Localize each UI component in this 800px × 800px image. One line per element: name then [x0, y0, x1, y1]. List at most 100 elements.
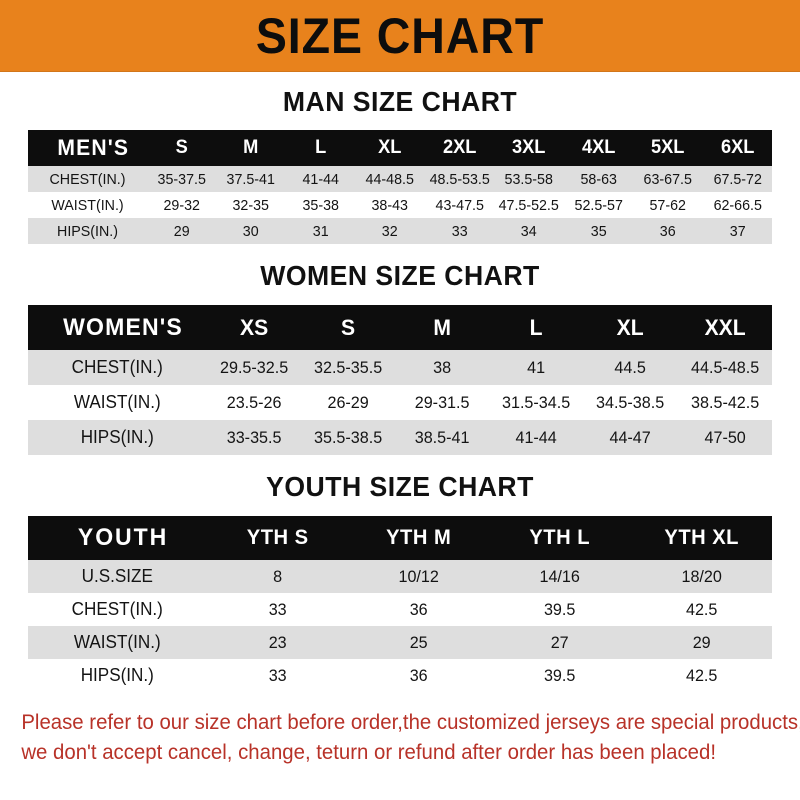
- cell-women-1-3: 31.5-34.5: [502, 392, 571, 412]
- cell-youth-1-0: 33: [268, 599, 287, 619]
- column-header-men-2: L: [315, 137, 327, 158]
- cell-men-2-4: 33: [451, 222, 468, 240]
- cell-youth-3-3: 42.5: [685, 665, 718, 685]
- cell-youth-2-1: 25: [409, 632, 428, 652]
- table-corner-label-men: MEN'S: [57, 135, 130, 160]
- cell-women-0-2: 38: [433, 357, 452, 377]
- cell-youth-2-0: 23: [268, 632, 287, 652]
- table-header-row: MEN'S S M L XL 2XL 3XL 4XL 5XL 6XL: [28, 130, 772, 166]
- column-header-women-5: XXL: [704, 314, 746, 340]
- table-corner-label-youth: YOUTH: [77, 524, 169, 551]
- column-header-men-4: 2XL: [442, 137, 477, 158]
- cell-women-0-5: 44.5-48.5: [690, 357, 759, 377]
- cell-men-1-0: 29-32: [163, 196, 200, 214]
- column-header-men-7: 5XL: [651, 137, 685, 158]
- size-table-women: WOMEN'S XS S M L XL XXL CHEST(IN.) 29.5-32.5 32.…: [28, 305, 772, 455]
- cell-men-0-2: 41-44: [302, 170, 339, 188]
- column-header-youth-2: YTH L: [529, 526, 591, 549]
- column-header-men-0: S: [175, 137, 188, 158]
- cell-men-2-0: 29: [173, 222, 190, 240]
- table-corner-label-women: WOMEN'S: [63, 313, 183, 341]
- table-row: HIPS(IN.) 33 36 39.5 42.5: [28, 659, 772, 692]
- cell-women-2-3: 41-44: [515, 427, 558, 447]
- table-row: WAIST(IN.) 23.5-26 26-29 29-31.5 31.5-34.5 34…: [28, 385, 772, 420]
- cell-men-1-1: 32-35: [232, 196, 270, 214]
- column-header-women-4: XL: [617, 314, 645, 340]
- section-title-man: MAN SIZE CHART: [282, 86, 518, 117]
- cell-men-1-6: 52.5-57: [574, 196, 623, 214]
- cell-youth-2-3: 29: [692, 632, 711, 652]
- column-header-women-3: L: [529, 314, 543, 340]
- cell-men-2-5: 34: [521, 222, 537, 240]
- table-row: U.S.SIZE 8 10/12 14/16 18/20: [28, 560, 772, 593]
- cell-youth-1-3: 42.5: [685, 599, 718, 619]
- row-label-youth-3: HIPS(IN.): [80, 665, 154, 685]
- cell-men-0-1: 37.5-41: [227, 170, 276, 188]
- cell-youth-3-0: 33: [268, 665, 287, 685]
- column-header-youth-1: YTH M: [386, 526, 452, 549]
- cell-men-2-6: 35: [590, 222, 607, 240]
- cell-women-0-1: 32.5-35.5: [313, 357, 383, 377]
- column-header-men-6: 4XL: [581, 137, 616, 158]
- row-label-women-1: WAIST(IN.): [73, 392, 161, 412]
- row-label-men-1: WAIST(IN.): [51, 196, 124, 214]
- cell-men-1-7: 57-62: [649, 196, 687, 214]
- table-head: WOMEN'S XS S M L XL XXL: [28, 305, 772, 350]
- cell-men-0-3: 44-48.5: [365, 170, 415, 188]
- column-header-men-1: M: [243, 137, 259, 158]
- row-label-women-2: HIPS(IN.): [80, 427, 154, 447]
- section-title-youth: YOUTH SIZE CHART: [266, 471, 534, 502]
- table-row: HIPS(IN.) 33-35.5 35.5-38.5 38.5-41 41-44 44-…: [28, 420, 772, 455]
- row-label-men-0: CHEST(IN.): [49, 170, 126, 188]
- table-header-row: WOMEN'S XS S M L XL XXL: [28, 305, 772, 350]
- table-wrap-man: MEN'S S M L XL 2XL 3XL 4XL 5XL 6XL CHEST(IN.) 35-3…: [0, 130, 800, 244]
- cell-men-1-5: 47.5-52.5: [498, 196, 560, 214]
- cell-youth-1-1: 36: [409, 599, 428, 619]
- cell-women-2-5: 47-50: [704, 427, 746, 447]
- table-head: YOUTH YTH S YTH M YTH L YTH XL: [28, 516, 772, 560]
- cell-men-0-6: 58-63: [580, 170, 617, 188]
- section-man: MAN SIZE CHART MEN'S S M L XL 2XL 3XL 4XL 5XL 6XL…: [0, 72, 800, 244]
- cell-youth-3-2: 39.5: [544, 665, 576, 685]
- cell-youth-0-1: 10/12: [398, 566, 439, 586]
- cell-youth-0-3: 18/20: [681, 566, 722, 586]
- column-header-men-3: XL: [378, 137, 402, 158]
- table-row: WAIST(IN.) 29-32 32-35 35-38 38-43 43-47.5 47.…: [28, 192, 772, 218]
- table-wrap-youth: YOUTH YTH S YTH M YTH L YTH XL U.S.SIZE 8 10/1…: [0, 516, 800, 692]
- table-row: WAIST(IN.) 23 25 27 29: [28, 626, 772, 659]
- column-header-women-1: S: [340, 314, 355, 340]
- cell-women-1-4: 34.5-38.5: [596, 392, 665, 412]
- table-row: CHEST(IN.) 33 36 39.5 42.5: [28, 593, 772, 626]
- cell-women-1-2: 29-31.5: [414, 392, 470, 412]
- cell-men-1-4: 43-47.5: [435, 196, 484, 214]
- size-table-men: MEN'S S M L XL 2XL 3XL 4XL 5XL 6XL CHEST(IN.) 35-3…: [28, 130, 772, 244]
- cell-women-2-2: 38.5-41: [414, 427, 470, 447]
- page-banner: SIZE CHART: [0, 0, 800, 72]
- cell-men-0-5: 53.5-58: [504, 170, 554, 188]
- cell-men-2-7: 36: [659, 222, 676, 240]
- cell-women-0-4: 44.5: [614, 357, 647, 377]
- cell-women-1-0: 23.5-26: [226, 392, 282, 412]
- footer-line-1: Please refer to our size chart before or…: [21, 711, 800, 734]
- column-header-men-5: 3XL: [512, 137, 546, 158]
- table-header-row: YOUTH YTH S YTH M YTH L YTH XL: [28, 516, 772, 560]
- cell-men-2-2: 31: [312, 222, 329, 240]
- cell-women-1-1: 26-29: [327, 392, 369, 412]
- cell-women-1-5: 38.5-42.5: [690, 392, 759, 412]
- cell-women-2-4: 44-47: [609, 427, 652, 447]
- column-header-youth-3: YTH XL: [664, 526, 739, 549]
- cell-youth-0-0: 8: [272, 566, 282, 586]
- cell-men-0-8: 67.5-72: [713, 170, 762, 188]
- column-header-women-0: XS: [239, 314, 268, 340]
- footer-line-2: we don't accept cancel, change, teturn o…: [21, 741, 716, 765]
- cell-women-0-3: 41: [527, 357, 546, 377]
- cell-youth-0-2: 14/16: [539, 566, 581, 586]
- cell-men-0-0: 35-37.5: [157, 170, 206, 188]
- row-label-men-2: HIPS(IN.): [57, 222, 118, 240]
- table-row: CHEST(IN.) 29.5-32.5 32.5-35.5 38 41 44.5 44.5…: [28, 350, 772, 385]
- row-label-youth-0: U.S.SIZE: [81, 566, 153, 586]
- table-row: CHEST(IN.) 35-37.5 37.5-41 41-44 44-48.5 48.5…: [28, 166, 772, 192]
- cell-men-1-2: 35-38: [302, 196, 339, 214]
- row-label-youth-2: WAIST(IN.): [73, 632, 161, 652]
- cell-women-2-1: 35.5-38.5: [313, 427, 383, 447]
